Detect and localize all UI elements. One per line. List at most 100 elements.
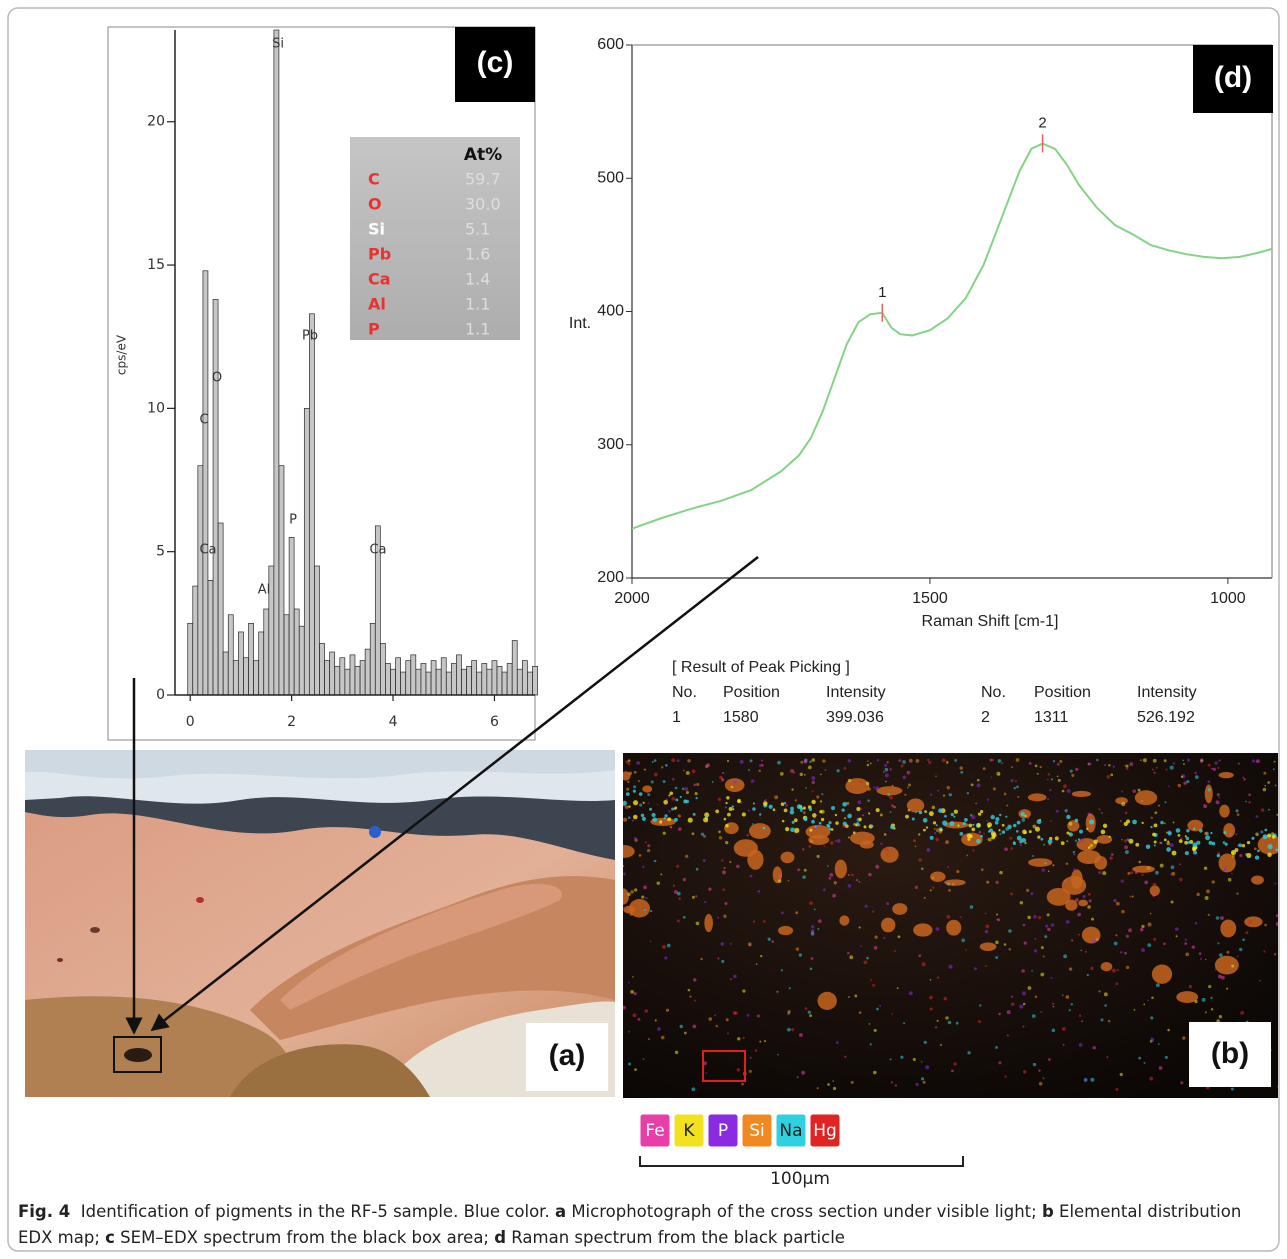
map-speckle (1023, 1070, 1026, 1073)
map-speckle (1107, 775, 1111, 779)
map-speckle (1067, 789, 1071, 793)
map-speckle (1104, 1004, 1107, 1007)
map-speckle (1124, 764, 1126, 766)
map-speckle (864, 825, 867, 828)
y-tick-label: 400 (597, 303, 624, 320)
map-speckle (935, 1026, 937, 1028)
map-speckle (945, 840, 949, 844)
map-blob (892, 903, 907, 915)
map-speckle (675, 787, 678, 790)
map-speckle (694, 1000, 696, 1002)
map-blob (1067, 820, 1079, 831)
map-speckle (893, 806, 896, 809)
map-speckle (1201, 759, 1203, 761)
map-speckle (833, 1087, 836, 1090)
map-speckle (903, 1022, 905, 1024)
spectrum-bar (385, 663, 390, 695)
legend-label: Hg (813, 1121, 837, 1141)
map-speckle (871, 825, 874, 828)
map-speckle (971, 815, 975, 819)
map-speckle (1062, 994, 1064, 996)
map-speckle (1140, 928, 1144, 932)
map-blob (642, 785, 652, 792)
map-speckle (1062, 1027, 1066, 1031)
map-speckle (727, 760, 729, 762)
map-speckle (1171, 901, 1174, 904)
map-speckle (703, 859, 706, 862)
map-speckle (795, 911, 798, 914)
map-speckle (763, 827, 765, 829)
spectrum-bar (309, 314, 314, 695)
map-speckle (996, 913, 998, 915)
map-speckle (759, 813, 761, 815)
map-speckle (804, 869, 807, 872)
map-speckle (949, 965, 953, 969)
map-speckle (876, 1008, 879, 1011)
map-speckle (791, 788, 793, 790)
map-speckle (1210, 997, 1212, 999)
map-speckle (1016, 830, 1019, 833)
map-speckle (1185, 952, 1189, 956)
map-speckle (784, 802, 786, 804)
caption-run: c (105, 1228, 115, 1247)
map-speckle (732, 808, 734, 810)
map-speckle (860, 945, 862, 947)
map-speckle (1267, 781, 1270, 784)
spectrum-bar (446, 672, 451, 695)
map-speckle (819, 822, 822, 825)
map-speckle (1164, 759, 1167, 762)
map-speckle (995, 817, 999, 821)
map-speckle (967, 1051, 970, 1054)
map-speckle (1245, 931, 1248, 934)
map-speckle (1212, 880, 1215, 883)
map-speckle (791, 1028, 794, 1031)
edx-map (613, 753, 1283, 1098)
map-speckle (1183, 763, 1185, 765)
x-axis-label: Raman Shift [cm-1] (922, 613, 1059, 630)
map-speckle (936, 824, 938, 826)
map-speckle (853, 831, 856, 834)
map-speckle (675, 798, 678, 801)
panel-label: (a) (549, 1039, 586, 1072)
map-speckle (628, 1031, 630, 1033)
map-speckle (633, 785, 636, 788)
map-speckle (1089, 819, 1094, 824)
map-speckle (905, 815, 909, 819)
map-speckle (763, 920, 766, 923)
map-speckle (641, 814, 644, 817)
map-speckle (1154, 841, 1157, 844)
map-speckle (935, 838, 938, 841)
map-speckle (804, 760, 808, 764)
map-speckle (721, 960, 724, 963)
map-speckle (1193, 828, 1195, 830)
map-speckle (1166, 847, 1171, 852)
map-speckle (891, 1013, 893, 1015)
map-speckle (940, 829, 943, 832)
spectrum-bar (492, 661, 497, 695)
map-speckle (644, 1009, 647, 1012)
map-speckle (1034, 949, 1037, 952)
spectrum-bar (482, 663, 487, 695)
map-speckle (867, 787, 871, 791)
map-speckle (924, 1041, 927, 1044)
spectrum-bar (330, 652, 335, 695)
map-speckle (1019, 1005, 1023, 1009)
map-speckle (870, 1043, 872, 1045)
map-speckle (725, 824, 729, 828)
map-speckle (827, 865, 829, 867)
map-speckle (1274, 761, 1276, 763)
map-speckle (1127, 872, 1130, 875)
map-speckle (1194, 772, 1197, 775)
map-speckle (666, 1009, 669, 1012)
map-speckle (1079, 1014, 1081, 1016)
map-speckle (943, 795, 945, 797)
map-speckle (1073, 868, 1076, 871)
map-blob (817, 992, 836, 1010)
map-speckle (1052, 864, 1054, 866)
map-speckle (1216, 800, 1220, 804)
map-speckle (1125, 812, 1128, 815)
map-speckle (737, 800, 740, 803)
map-speckle (942, 820, 947, 825)
caption-run: Elemental distribution (1054, 1202, 1242, 1221)
map-speckle (1211, 1008, 1213, 1010)
